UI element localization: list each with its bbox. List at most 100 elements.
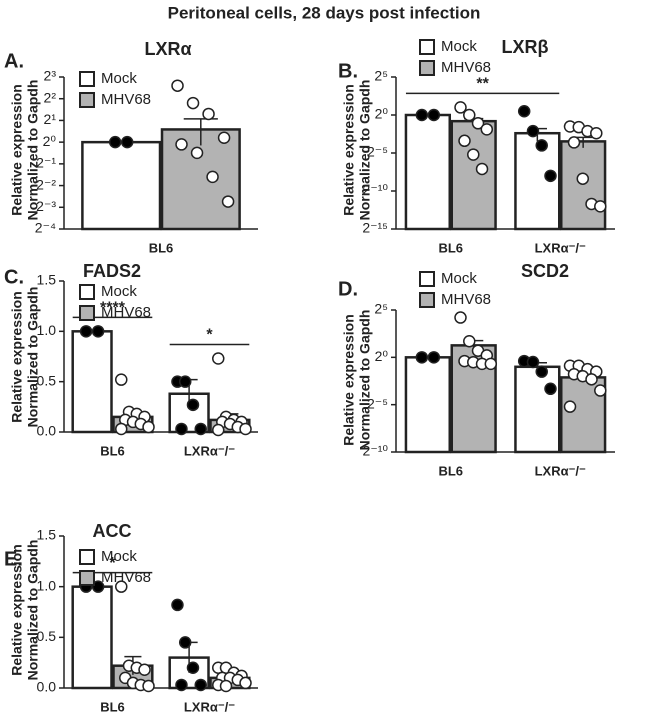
y-tick-label: 2⁻¹⁰ xyxy=(363,443,389,459)
x-tick-label: BL6 xyxy=(100,699,125,713)
data-point xyxy=(175,422,188,436)
y-tick-label: 2⁻¹⁵ xyxy=(362,220,388,236)
y-axis-label: Relative expression xyxy=(9,84,25,216)
legend-label: Mock xyxy=(101,283,137,300)
bar xyxy=(404,356,452,454)
data-point xyxy=(567,136,581,149)
legend-swatch xyxy=(79,549,95,565)
y-tick-label: 1.5 xyxy=(37,527,57,543)
y-axis-label: Normalized to Gapdh xyxy=(357,310,373,451)
legend-label: MHV68 xyxy=(101,569,151,586)
legend-label: MHV68 xyxy=(101,304,151,321)
data-point xyxy=(590,126,603,140)
y-axis-label: Normalized to Gapdh xyxy=(25,540,41,681)
bar xyxy=(71,330,113,434)
y-tick-label: 2⁰ xyxy=(43,133,57,149)
data-point xyxy=(171,598,184,612)
data-point xyxy=(594,384,607,397)
y-tick-label: 2⁵ xyxy=(374,301,388,317)
y-tick-label: 2⁵ xyxy=(374,68,388,84)
significance-label: * xyxy=(109,555,116,572)
y-tick-label: 2⁰ xyxy=(375,106,389,122)
data-point xyxy=(115,373,128,386)
data-point xyxy=(544,382,557,396)
data-point xyxy=(79,325,93,338)
data-point xyxy=(463,334,476,348)
data-point xyxy=(454,101,467,114)
bar xyxy=(404,113,452,231)
bar xyxy=(81,140,162,231)
chart-title: LXRα xyxy=(144,39,191,59)
legend-label: Mock xyxy=(441,38,477,55)
data-point xyxy=(120,135,134,149)
data-point xyxy=(108,135,122,149)
y-tick-label: 2⁻⁵ xyxy=(367,144,388,160)
x-tick-label: BL6 xyxy=(100,443,125,458)
significance-label: **** xyxy=(100,300,126,317)
bar xyxy=(450,119,497,231)
figure-title: Peritoneal cells, 28 days post infection xyxy=(168,3,481,22)
y-tick-label: 1.5 xyxy=(37,272,57,288)
y-tick-label: 2⁻³ xyxy=(36,198,56,214)
legend-label: MHV68 xyxy=(101,91,151,108)
legend-swatch xyxy=(419,39,435,55)
data-point xyxy=(239,676,252,690)
bar xyxy=(71,585,113,690)
y-tick-label: 0.0 xyxy=(37,423,57,439)
data-point xyxy=(585,373,598,386)
data-point xyxy=(190,146,204,160)
chart-title: LXRβ xyxy=(502,37,549,57)
data-point xyxy=(178,375,192,388)
panel-label: C. xyxy=(4,266,24,288)
panel-label: E. xyxy=(4,548,23,570)
data-point xyxy=(178,636,192,649)
data-point xyxy=(202,107,215,121)
y-tick-label: 2⁰ xyxy=(375,348,389,364)
legend-swatch xyxy=(419,60,435,76)
y-axis-label: Relative expression xyxy=(341,314,357,446)
data-point xyxy=(544,169,557,183)
data-point xyxy=(427,108,441,122)
data-point xyxy=(576,172,590,185)
x-tick-label: BL6 xyxy=(438,240,463,255)
bar xyxy=(514,365,561,454)
y-tick-label: 1.0 xyxy=(37,577,57,593)
data-point xyxy=(458,134,471,148)
chart-title: FADS2 xyxy=(83,261,141,281)
legend-swatch xyxy=(79,305,95,321)
y-tick-label: 1.0 xyxy=(37,322,57,338)
data-point xyxy=(186,661,200,674)
data-point xyxy=(594,200,607,213)
legend-swatch xyxy=(79,570,95,586)
data-point xyxy=(115,580,128,593)
legend-label: MHV68 xyxy=(441,291,491,308)
data-point xyxy=(415,351,429,364)
data-point xyxy=(186,398,200,412)
x-tick-label: LXRα⁻/⁻ xyxy=(184,443,235,458)
chart-title: ACC xyxy=(93,521,132,541)
data-point xyxy=(535,365,548,378)
y-tick-label: 0.5 xyxy=(37,372,57,388)
y-tick-label: 0.5 xyxy=(37,628,57,644)
data-point xyxy=(212,352,225,365)
legend-swatch xyxy=(419,292,435,308)
y-tick-label: 2⁻² xyxy=(36,176,56,192)
legend-swatch xyxy=(419,271,435,287)
data-point xyxy=(480,123,494,136)
panel-label: B. xyxy=(338,60,358,82)
y-tick-label: 2⁻¹⁰ xyxy=(363,182,389,198)
x-tick-label: LXRα⁻/⁻ xyxy=(535,240,586,255)
data-point xyxy=(91,580,105,593)
bar xyxy=(560,376,607,454)
y-axis-label: Relative expression xyxy=(9,544,25,676)
y-tick-label: 2³ xyxy=(44,68,57,84)
bar xyxy=(560,140,607,231)
x-tick-label: BL6 xyxy=(149,240,174,255)
data-point xyxy=(186,96,200,110)
bar xyxy=(160,128,241,231)
data-point xyxy=(221,195,235,208)
significance-label: * xyxy=(206,327,213,344)
data-point xyxy=(427,351,441,364)
legend-swatch xyxy=(79,284,95,300)
data-point xyxy=(142,679,155,693)
